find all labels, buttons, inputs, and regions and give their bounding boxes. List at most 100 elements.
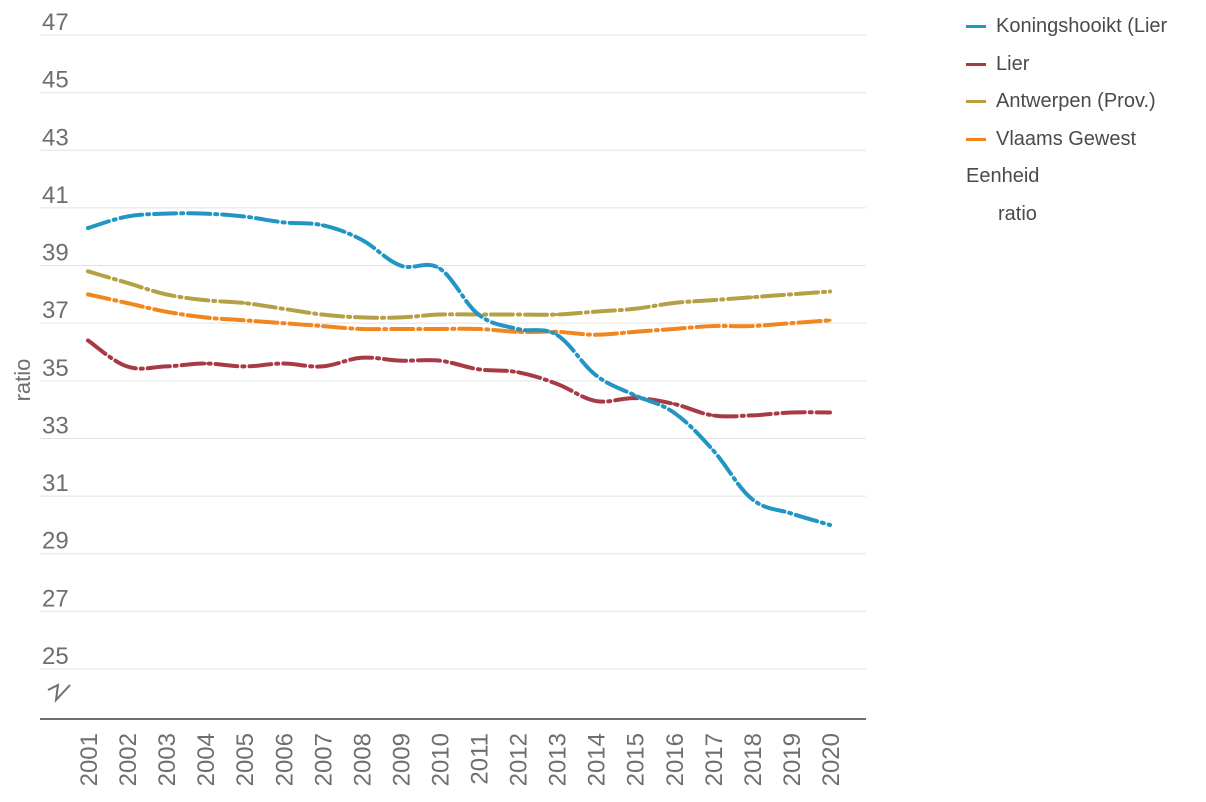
data-point	[672, 301, 676, 305]
data-point	[672, 402, 676, 406]
data-point	[555, 382, 559, 386]
data-point	[320, 364, 324, 368]
x-axis-ticks: 2001 2002 2003 2004 2005 2006 2007 2008 2009 2010…	[76, 733, 845, 786]
data-point	[516, 313, 520, 317]
legend-swatch	[966, 62, 986, 66]
data-point	[633, 393, 637, 397]
legend-item[interactable]: Koningshooikt (Lier	[966, 8, 1167, 46]
x-tick-label: 2003	[154, 733, 181, 786]
data-point	[398, 315, 402, 319]
data-point	[164, 364, 168, 368]
data-point	[86, 226, 90, 230]
axis-break-icon	[47, 683, 71, 703]
y-tick-label: 35	[42, 355, 69, 382]
data-point	[672, 411, 676, 415]
data-point	[398, 264, 402, 268]
data-point	[320, 313, 324, 317]
data-point	[359, 327, 363, 331]
x-tick-label: 2002	[115, 733, 142, 786]
x-tick-label: 2001	[76, 733, 103, 786]
data-point	[555, 313, 559, 317]
x-tick-label: 2018	[740, 733, 767, 786]
data-point	[633, 396, 637, 400]
legend-label: Lier	[996, 52, 1030, 75]
y-tick-label: 39	[42, 240, 69, 267]
legend-item[interactable]: Vlaams Gewest	[966, 121, 1167, 159]
y-tick-label: 31	[42, 470, 69, 497]
data-point	[320, 223, 324, 227]
x-tick-label: 2014	[584, 733, 611, 786]
data-point	[125, 281, 129, 285]
legend-label: Vlaams Gewest	[996, 127, 1137, 150]
data-point	[281, 321, 285, 325]
data-point	[203, 298, 207, 302]
legend-swatch	[966, 100, 986, 104]
x-tick-label: 2013	[545, 733, 572, 786]
data-point	[359, 315, 363, 319]
data-point	[242, 364, 246, 368]
y-tick-label: 43	[42, 124, 69, 151]
data-point	[750, 497, 754, 501]
data-point	[125, 215, 129, 219]
data-point	[828, 318, 832, 322]
data-point	[437, 266, 441, 270]
data-point	[242, 318, 246, 322]
legend: Koningshooikt (Lier Lier Antwerpen (Prov…	[966, 8, 1167, 233]
x-tick-label: 2016	[662, 733, 689, 786]
data-point	[555, 330, 559, 334]
data-point	[594, 399, 598, 403]
legend-item[interactable]: Antwerpen (Prov.)	[966, 83, 1167, 121]
data-point	[86, 292, 90, 296]
x-tick-label: 2009	[388, 733, 415, 786]
data-point	[164, 310, 168, 314]
series-line	[86, 211, 832, 527]
x-tick-label: 2019	[779, 733, 806, 786]
data-point	[242, 215, 246, 219]
legend-item[interactable]: Lier	[966, 46, 1167, 84]
series-line	[86, 338, 832, 419]
x-tick-label: 2006	[271, 733, 298, 786]
data-point	[711, 298, 715, 302]
data-point	[477, 313, 481, 317]
x-tick-label: 2007	[310, 733, 337, 786]
data-point	[789, 292, 793, 296]
x-tick-label: 2012	[506, 733, 533, 786]
data-point	[437, 359, 441, 363]
data-point	[750, 324, 754, 328]
data-point	[516, 370, 520, 374]
y-tick-label: 41	[42, 182, 69, 209]
legend-swatch	[966, 25, 986, 29]
unit-title: Eenheid	[966, 165, 1040, 188]
y-axis-ticks: 47 45 43 41 39 37 35 33 31 29 27 25	[42, 9, 69, 670]
legend-label: Antwerpen (Prov.)	[996, 90, 1156, 113]
data-point	[164, 292, 168, 296]
y-tick-label: 45	[42, 67, 69, 94]
y-tick-label: 47	[42, 9, 69, 36]
data-point	[242, 301, 246, 305]
x-tick-label: 2020	[818, 733, 845, 786]
data-point	[711, 448, 715, 452]
y-tick-label: 33	[42, 412, 69, 439]
x-tick-label: 2015	[623, 733, 650, 786]
data-point	[555, 333, 559, 337]
data-point	[437, 313, 441, 317]
data-point	[359, 356, 363, 360]
data-point	[789, 511, 793, 515]
data-point	[672, 327, 676, 331]
data-point	[828, 289, 832, 293]
y-tick-label: 37	[42, 297, 69, 324]
series-lines	[86, 211, 832, 527]
grid-lines	[40, 34, 866, 670]
series-line	[86, 269, 832, 320]
data-point	[789, 411, 793, 415]
data-point	[750, 295, 754, 299]
data-point	[86, 338, 90, 342]
series-line	[86, 292, 832, 337]
data-point	[320, 324, 324, 328]
data-point	[281, 362, 285, 366]
legend-label: Koningshooikt (Lier	[996, 15, 1168, 38]
data-point	[359, 238, 363, 242]
data-point	[477, 327, 481, 331]
y-tick-label: 25	[42, 643, 69, 670]
